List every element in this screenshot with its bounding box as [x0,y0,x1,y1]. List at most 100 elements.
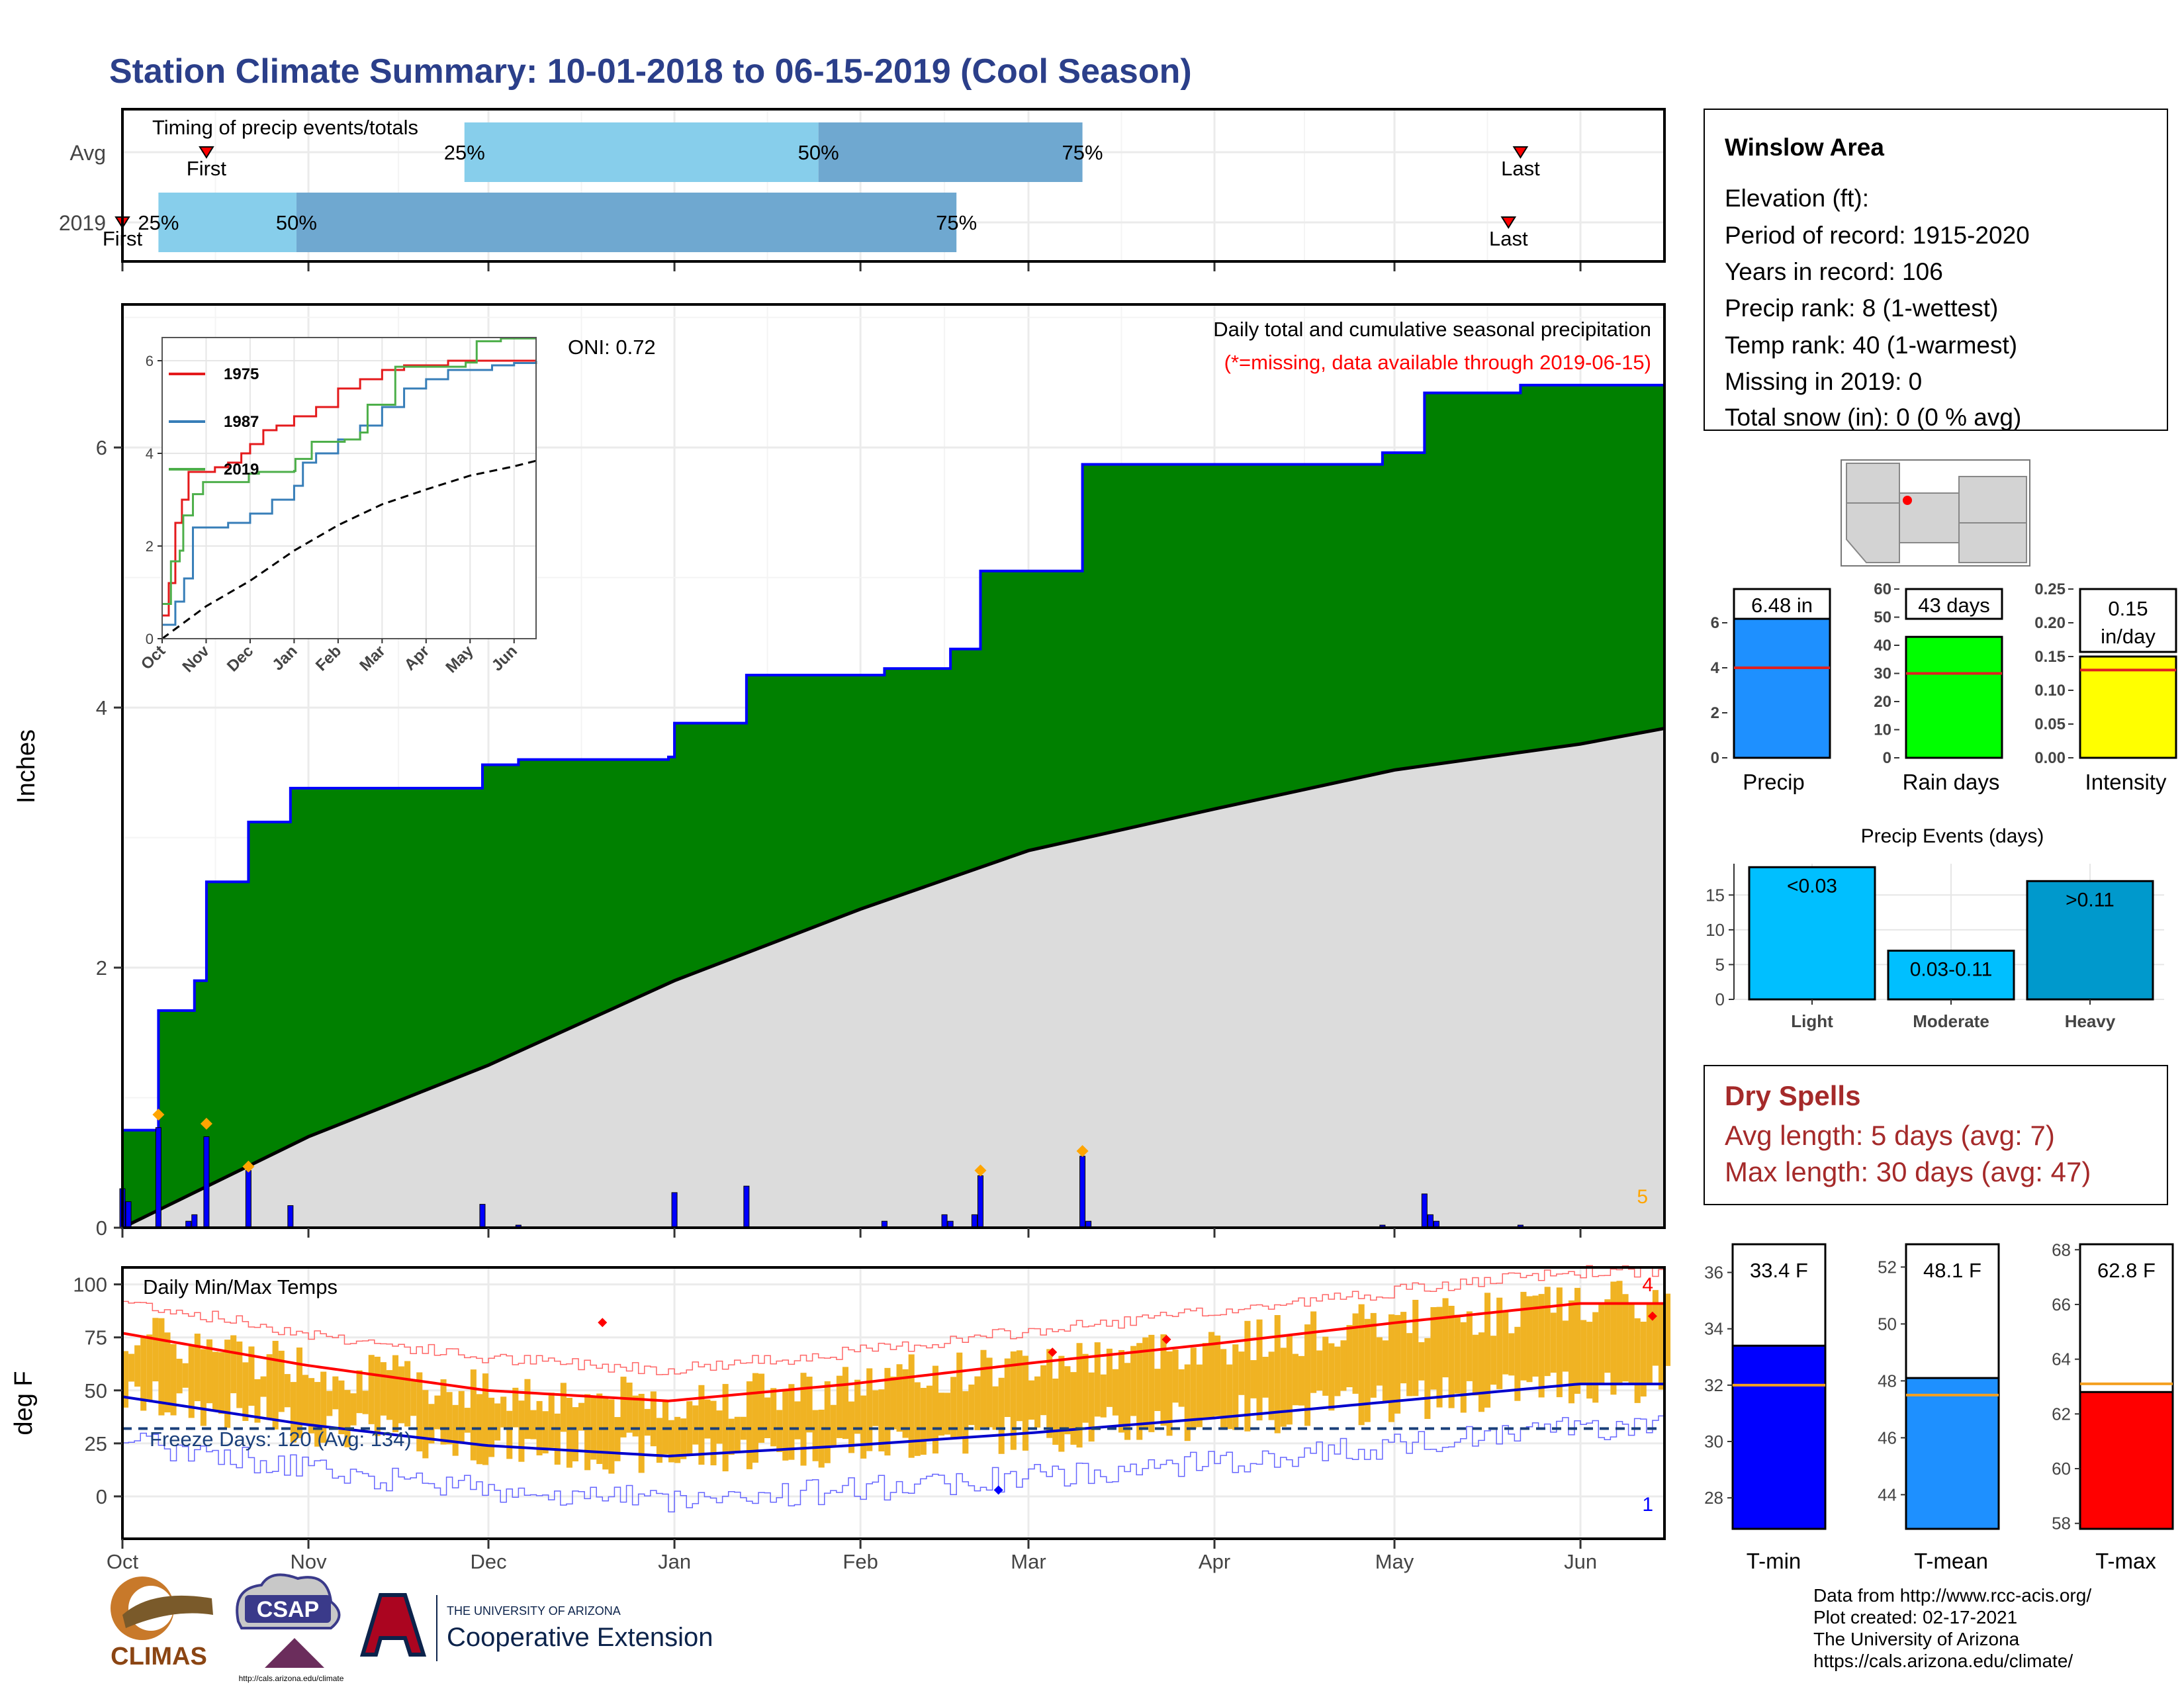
daily-temp-bar [968,1385,975,1426]
daily-temp-bar [962,1391,969,1454]
daily-temp-bar [932,1365,938,1454]
temp-bar-y-tick-label: 52 [1878,1257,1897,1277]
events-y-tick-label: 5 [1715,954,1725,974]
temp-bar-y-tick-label: 34 [1704,1319,1723,1339]
page-title: Station Climate Summary: 10-01-2018 to 0… [109,52,1192,91]
inset-series-1987 [162,361,537,626]
temp-bar-value-label: 33.4 F [1750,1259,1808,1282]
mini-y-tick-label: 0 [1711,749,1719,767]
record-precip-marker [152,1109,165,1121]
daily-temp-bar [1646,1303,1653,1384]
daily-temp-bar [956,1352,963,1437]
events-bar-label: <0.03 [1787,875,1837,897]
timing-label-50: 50% [276,211,317,234]
daily-temp-bar [332,1376,339,1410]
daily-temp-bar [800,1373,807,1466]
daily-temp-bar [938,1393,945,1436]
daily-temp-bar [1190,1348,1197,1429]
daily-temp-bar [350,1393,357,1426]
csap-logo-badge [245,1595,331,1623]
mini-bar-name: Intensity [2085,770,2167,794]
daily-temp-bar [908,1354,915,1458]
footer-url: https://cals.arizona.edu/climate/ [1813,1651,2073,1671]
station-line-period: Period of record: 1915-2020 [1725,222,2030,249]
record-precip-marker [200,1117,212,1130]
timing-last-label: Last [1489,227,1528,250]
daily-temp-bar [1220,1349,1227,1428]
daily-temp-bar [248,1346,255,1406]
daily-temp-bar [848,1401,855,1453]
daily-temp-bar [578,1402,585,1431]
mini-y-tick-label: 50 [1874,609,1891,627]
daily-temp-bar [278,1350,285,1412]
daily-precip-bar [203,1136,210,1228]
daily-temp-bar [1226,1364,1233,1430]
temp-bar-y-tick-label: 58 [2052,1514,2071,1533]
daily-temp-bar [308,1378,315,1434]
daily-temp-bar [548,1393,555,1448]
daily-precip-bar [245,1170,251,1228]
daily-temp-bar [728,1418,735,1455]
daily-precip-bar [287,1205,294,1228]
daily-precip-bar [155,1127,161,1228]
daily-temp-bar [1640,1322,1647,1397]
daily-temp-bar [392,1355,399,1432]
events-y-tick-label: 10 [1706,920,1725,940]
daily-temp-bar [998,1377,1005,1454]
daily-temp-bar [1586,1322,1593,1399]
daily-temp-bar [1058,1355,1065,1452]
events-x-label: Heavy [2065,1011,2116,1031]
daily-temp-bar [446,1392,453,1445]
daily-temp-bar [1580,1320,1587,1383]
timing-label-75: 75% [936,211,977,234]
daily-temp-bar [380,1362,387,1416]
daily-temp-bar [1040,1365,1047,1416]
daily-temp-bar [1664,1293,1671,1366]
average-precip-line [121,727,1665,1230]
daily-temp-bar [164,1332,171,1413]
daily-temp-bar [590,1397,597,1460]
daily-temp-bar [1286,1334,1293,1425]
daily-temp-bar [1082,1353,1089,1423]
daily-temp-bar [1418,1342,1425,1381]
record-low-marker [993,1485,1003,1495]
daily-precip-bar [191,1214,198,1228]
timing-last-label: Last [1501,157,1540,180]
precip-events-title: Precip Events (days) [1861,825,2044,847]
daily-temp-bar [1652,1290,1659,1366]
daily-temp-bar [1088,1372,1095,1442]
daily-temp-bar [1358,1304,1365,1426]
daily-temp-bar [1310,1311,1317,1393]
record-precip-marker [242,1160,255,1173]
daily-temp-bar [1370,1312,1377,1398]
daily-temp-bar [1244,1320,1251,1432]
month-tick-label: Feb [842,1550,878,1573]
daily-temp-bar [1382,1340,1388,1402]
daily-temp-bar [602,1397,609,1470]
record-high-marker [1161,1334,1171,1344]
timing-bar-q1 [158,193,296,252]
daily-temp-bar [1484,1293,1491,1408]
daily-temp-bar [1430,1307,1437,1390]
daily-temp-bar [626,1383,633,1433]
daily-temp-bar [674,1416,681,1463]
daily-temp-bar [302,1375,309,1425]
events-x-label: Moderate [1913,1011,1989,1031]
daily-temp-bar [920,1388,927,1455]
temp-bar-y-tick-label: 36 [1704,1263,1723,1283]
daily-temp-bar [986,1357,993,1428]
csap-logo: CSAP http://cals.arizona.edu/climate [236,1573,344,1683]
daily-temp-bar [1034,1376,1041,1428]
temp-bar-name: T-mean [1914,1549,1988,1573]
timing-row-label-avg: Avg [69,141,106,165]
summary-bar-charts: 6.48 in 0 2 4 6 Precip 43 days 0 10 20 30 40 50 60 Rai… [1711,580,2183,794]
daily-temp-bar [1232,1344,1239,1430]
mini-y-tick-label: 0.05 [2034,715,2066,733]
timing-label-25: 25% [444,141,485,164]
daily-temp-bar [1142,1337,1149,1428]
daily-temp-bar [1424,1338,1431,1419]
mini-y-tick-label: 0 [1883,749,1891,767]
temp-bar-y-tick-label: 30 [1704,1432,1723,1451]
inset-series-average [161,459,537,640]
